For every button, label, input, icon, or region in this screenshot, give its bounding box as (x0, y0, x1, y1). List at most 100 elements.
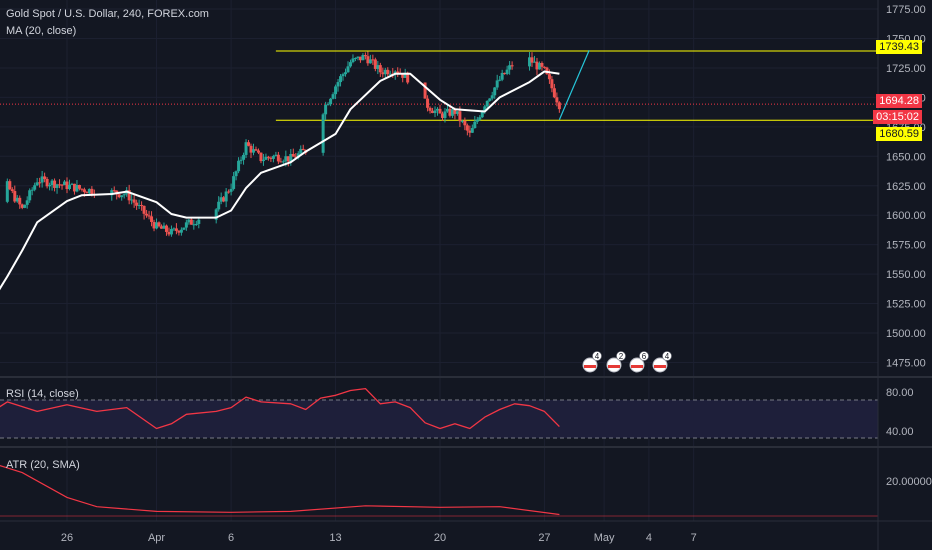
candle-body (249, 145, 253, 153)
candle-body (458, 111, 462, 122)
candle-body (194, 223, 198, 225)
candle-body (530, 57, 534, 63)
candle-body (386, 69, 390, 75)
candle-body (182, 227, 186, 230)
candle-body (540, 62, 544, 67)
symbol-title[interactable]: Gold Spot / U.S. Dollar, 240, FOREX.com (6, 8, 209, 20)
price-pane[interactable] (0, 50, 878, 345)
marker-count: 2 (619, 352, 624, 361)
economic-event-marker[interactable]: 4 (652, 351, 672, 373)
trend-line (558, 50, 590, 121)
flag-stripe (631, 365, 643, 368)
candle-body (460, 120, 464, 122)
candle-body (428, 107, 432, 111)
candle-body (254, 149, 258, 151)
candle-body (130, 199, 134, 201)
candle-body (470, 128, 474, 133)
candle-body (90, 188, 94, 195)
candle-body (110, 190, 114, 196)
candle-body (227, 191, 231, 193)
candle-body (145, 213, 149, 216)
candle-body (532, 61, 536, 63)
candle-body (23, 204, 27, 208)
candle-body (480, 111, 484, 118)
candle-body (157, 222, 161, 227)
atr-legend[interactable]: ATR (20, SMA) (6, 459, 80, 471)
candle-body (164, 225, 168, 232)
time-tick-label: 4 (646, 532, 652, 544)
economic-event-marker[interactable]: 2 (606, 351, 626, 373)
candle-body (440, 113, 444, 118)
candle-body (169, 229, 173, 235)
candle-body (433, 110, 437, 114)
candle-body (75, 184, 79, 192)
candle-body (555, 97, 559, 103)
candle-body (25, 200, 29, 205)
candle-body (217, 201, 221, 210)
marker-count: 6 (642, 352, 647, 361)
candle-body (33, 185, 37, 190)
candle-body (43, 176, 47, 180)
atr-legend-label[interactable]: ATR (20, SMA) (6, 459, 80, 471)
candle-body (234, 171, 238, 177)
candle-body (122, 194, 126, 196)
rsi-legend[interactable]: RSI (14, close) (6, 388, 79, 400)
candle-body (252, 149, 255, 153)
candle-body (291, 153, 295, 157)
candle-body (378, 65, 382, 73)
candle-body (321, 114, 325, 153)
economic-event-marker[interactable]: 6 (629, 351, 649, 373)
symbol-legend[interactable]: Gold Spot / U.S. Dollar, 240, FOREX.com (6, 8, 209, 20)
candle-body (247, 142, 251, 146)
rsi-legend-label[interactable]: RSI (14, close) (6, 388, 79, 400)
candle-body (366, 56, 370, 64)
ma-legend[interactable]: MA (20, close) (6, 25, 76, 37)
candle-body (490, 95, 494, 99)
atr-line (0, 465, 560, 516)
candle-body (341, 74, 345, 77)
candle-body (505, 69, 509, 75)
flag-stripe (654, 365, 666, 368)
rsi-pane[interactable] (0, 387, 878, 439)
candle-body (264, 156, 268, 160)
candle-body (8, 181, 12, 190)
candle-body (426, 98, 430, 108)
candle-body (135, 202, 139, 206)
ma-legend-label[interactable]: MA (20, close) (6, 25, 77, 37)
time-tick-label: 7 (691, 532, 697, 544)
candle-body (376, 65, 380, 69)
candle-body (155, 222, 159, 229)
candle-body (10, 189, 14, 192)
atr-pane[interactable] (0, 460, 878, 517)
candle-body (358, 56, 362, 61)
candle-body (256, 150, 260, 153)
event-markers[interactable]: 4 2 6 4 (582, 351, 672, 373)
candle-body (177, 230, 181, 233)
candle-body (55, 184, 59, 188)
candle-body (401, 73, 405, 78)
candle-body (70, 183, 74, 185)
marker-count-badge (662, 351, 672, 361)
candle-body (214, 209, 218, 220)
candle-body (500, 72, 504, 80)
candle-body (50, 180, 54, 185)
candle-body (281, 161, 285, 163)
price-tick-label: 1775.00 (886, 4, 926, 16)
economic-event-marker[interactable]: 4 (582, 351, 602, 373)
candle-body (120, 195, 124, 198)
bar-countdown-label: 03:15:02 (873, 110, 922, 124)
candle-body (48, 184, 52, 187)
price-tick-label: 1725.00 (886, 63, 926, 75)
candle-body (443, 111, 447, 118)
candle-body (383, 69, 387, 75)
candle-body (112, 190, 116, 192)
candle-body (448, 108, 452, 116)
candle-body (289, 153, 293, 162)
candle-body (77, 184, 81, 189)
candle-body (510, 65, 514, 67)
candle-body (259, 152, 263, 162)
candle-body (20, 204, 24, 208)
candle-body (80, 188, 84, 190)
candle-body (373, 59, 377, 69)
